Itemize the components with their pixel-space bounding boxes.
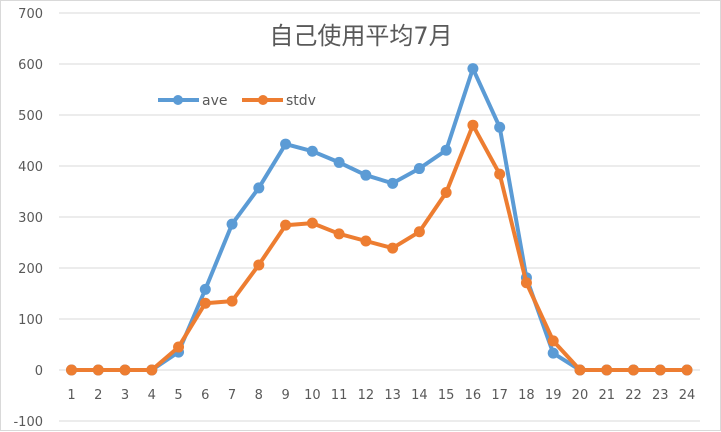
data-point-marker bbox=[574, 364, 586, 376]
data-point-marker bbox=[387, 177, 399, 189]
y-tick-label: -100 bbox=[13, 415, 43, 430]
data-point-marker bbox=[681, 364, 693, 376]
data-point-marker bbox=[467, 63, 479, 75]
legend: ave stdv bbox=[158, 93, 316, 109]
y-tick-label: 700 bbox=[18, 7, 43, 22]
x-tick-label: 11 bbox=[331, 388, 348, 403]
series-stdv bbox=[66, 119, 693, 376]
data-point-marker bbox=[547, 347, 559, 359]
x-tick-label: 10 bbox=[304, 388, 321, 403]
x-tick-label: 16 bbox=[465, 388, 482, 403]
x-tick-label: 7 bbox=[228, 388, 236, 403]
x-tick-label: 8 bbox=[255, 388, 263, 403]
data-point-marker bbox=[226, 218, 238, 230]
data-point-marker bbox=[413, 226, 425, 238]
legend-marker-icon bbox=[258, 95, 268, 105]
x-tick-label: 3 bbox=[121, 388, 129, 403]
data-point-marker bbox=[601, 364, 613, 376]
data-point-marker bbox=[413, 163, 425, 175]
data-point-marker bbox=[440, 187, 452, 199]
data-point-marker bbox=[440, 144, 452, 156]
series-ave bbox=[66, 63, 693, 376]
x-tick-label: 9 bbox=[281, 388, 289, 403]
data-point-marker bbox=[199, 297, 211, 309]
legend-item-ave: ave bbox=[158, 93, 227, 109]
x-tick-label: 22 bbox=[625, 388, 642, 403]
x-tick-label: 4 bbox=[148, 388, 156, 403]
data-point-marker bbox=[333, 156, 345, 168]
data-point-marker bbox=[387, 242, 399, 254]
data-point-marker bbox=[92, 364, 104, 376]
x-tick-label: 6 bbox=[201, 388, 209, 403]
chart-title: 自己使用平均7月 bbox=[269, 22, 452, 50]
data-point-marker bbox=[467, 119, 479, 131]
x-tick-label: 14 bbox=[411, 388, 428, 403]
data-point-marker bbox=[306, 217, 318, 229]
series-layer bbox=[66, 63, 693, 376]
data-point-marker bbox=[654, 364, 666, 376]
y-tick-label: 500 bbox=[18, 109, 43, 124]
data-point-marker bbox=[66, 364, 77, 376]
x-tick-label: 20 bbox=[572, 388, 589, 403]
series-line bbox=[71, 123, 687, 372]
data-point-marker bbox=[199, 283, 211, 295]
x-tick-label: 5 bbox=[174, 388, 182, 403]
data-point-marker bbox=[333, 228, 345, 240]
data-point-marker bbox=[253, 182, 265, 194]
legend-item-stdv: stdv bbox=[242, 93, 316, 109]
y-tick-label: 100 bbox=[18, 313, 43, 328]
data-point-marker bbox=[494, 168, 506, 180]
series-line bbox=[71, 66, 687, 372]
x-tick-label: 21 bbox=[598, 388, 615, 403]
y-tick-label: 300 bbox=[18, 211, 43, 226]
data-point-marker bbox=[547, 335, 559, 347]
data-point-marker bbox=[119, 364, 131, 376]
data-point-marker bbox=[627, 364, 639, 376]
x-tick-label: 15 bbox=[438, 388, 455, 403]
data-point-marker bbox=[360, 235, 372, 247]
y-tick-label: 600 bbox=[18, 58, 43, 73]
data-point-marker bbox=[280, 219, 292, 231]
data-point-marker bbox=[226, 295, 238, 307]
x-tick-label: 13 bbox=[384, 388, 401, 403]
data-point-marker bbox=[494, 121, 506, 133]
data-point-marker bbox=[520, 277, 532, 289]
x-tick-label: 24 bbox=[679, 388, 696, 403]
y-tick-label: 200 bbox=[18, 262, 43, 277]
x-tick-label: 12 bbox=[358, 388, 375, 403]
x-tick-label: 18 bbox=[518, 388, 535, 403]
x-tick-label: 1 bbox=[67, 388, 75, 403]
legend-marker-icon bbox=[173, 95, 183, 105]
x-tick-label: 17 bbox=[491, 388, 508, 403]
y-tick-label: 400 bbox=[18, 160, 43, 175]
data-point-marker bbox=[253, 259, 265, 271]
data-point-marker bbox=[306, 145, 318, 157]
data-point-marker bbox=[146, 364, 158, 376]
y-axis: -100 0 100 200 300 400 500 600 700 bbox=[13, 7, 43, 430]
y-tick-label: 0 bbox=[35, 364, 43, 379]
x-tick-label: 23 bbox=[652, 388, 669, 403]
data-point-marker bbox=[360, 169, 372, 181]
legend-label-ave: ave bbox=[202, 93, 227, 109]
x-axis: 1 2 3 4 5 6 7 8 9 10 11 12 13 14 15 16 17 18 19 20 21 22 23 24 bbox=[67, 388, 695, 403]
data-point-marker bbox=[173, 341, 185, 353]
legend-label-stdv: stdv bbox=[286, 93, 316, 109]
data-point-marker bbox=[280, 138, 292, 150]
x-tick-label: 19 bbox=[545, 388, 562, 403]
x-tick-label: 2 bbox=[94, 388, 102, 403]
gridlines bbox=[59, 12, 700, 422]
